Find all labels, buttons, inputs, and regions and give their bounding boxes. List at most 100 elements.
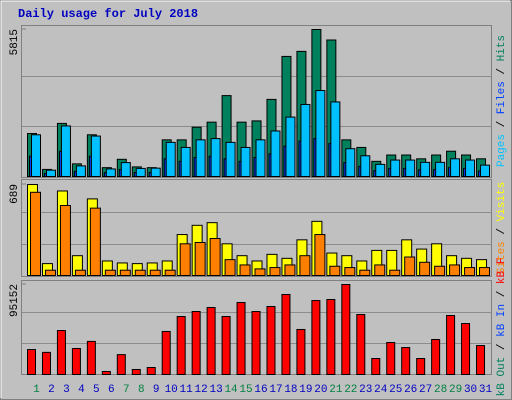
bar: [194, 241, 206, 276]
bar: [44, 269, 56, 276]
bar: [435, 161, 446, 177]
bar: [209, 238, 221, 277]
bar: [41, 351, 51, 376]
x-tick-label: 20: [314, 384, 327, 396]
x-tick-label: 13: [209, 384, 222, 396]
bar: [146, 367, 156, 375]
bar: [210, 138, 221, 177]
bar: [101, 370, 111, 376]
bar: [179, 243, 191, 276]
x-tick-label: 16: [254, 384, 267, 396]
x-tick-label: 12: [195, 384, 208, 396]
bar: [221, 316, 231, 375]
x-tick-label: 24: [374, 384, 388, 396]
legend-separator: /: [496, 61, 508, 81]
x-tick-label: 25: [389, 384, 402, 396]
bar: [371, 358, 381, 375]
x-tick-label: 15: [239, 384, 252, 396]
bar: [75, 165, 86, 177]
bar: [401, 347, 411, 375]
bar: [270, 130, 281, 178]
x-tick-label: 9: [153, 384, 160, 396]
bar: [416, 358, 426, 375]
x-tick-label: 27: [419, 384, 432, 396]
bar: [134, 269, 146, 276]
legend: Sites / Visits: [496, 182, 508, 274]
bar: [326, 298, 336, 375]
bar: [104, 269, 116, 276]
bar: [375, 163, 386, 177]
x-tick-label: 19: [299, 384, 312, 396]
bar: [386, 342, 396, 375]
bar: [225, 141, 236, 177]
bar: [266, 305, 276, 375]
bar: [389, 269, 401, 276]
chart-title: Daily usage for July 2018: [18, 7, 198, 21]
legend-entry: kB In: [496, 304, 508, 337]
x-tick-label: 2: [48, 384, 55, 396]
x-tick-label: 10: [165, 384, 178, 396]
bar: [465, 159, 476, 178]
x-tick-label: 17: [269, 384, 282, 396]
legend-separator: /: [496, 114, 508, 134]
x-tick-label: 26: [404, 384, 417, 396]
bar: [165, 141, 176, 177]
bar: [329, 265, 341, 277]
x-tick-label: 4: [78, 384, 85, 396]
bar: [45, 169, 56, 177]
x-tick-label: 18: [284, 384, 297, 396]
bar: [116, 354, 126, 376]
bar: [149, 269, 161, 276]
bar: [281, 293, 291, 375]
y-tick-label: 689: [9, 184, 21, 204]
bar: [296, 328, 306, 375]
bar: [176, 316, 186, 375]
bar: [300, 103, 311, 177]
bar: [119, 269, 131, 276]
legend-separator: /: [496, 337, 508, 357]
x-tick-label: 7: [123, 384, 130, 396]
bar: [314, 234, 326, 277]
x-tick-label: 28: [434, 384, 447, 396]
bar: [239, 264, 251, 276]
x-tick-label: 1: [33, 384, 40, 396]
bar: [285, 116, 296, 177]
bar: [464, 267, 476, 276]
legend-separator: /: [496, 221, 508, 241]
bar: [161, 330, 171, 375]
bar: [131, 368, 141, 376]
bar: [240, 146, 251, 178]
bar: [420, 161, 431, 177]
bar: [356, 314, 366, 375]
x-tick-label: 14: [224, 384, 238, 396]
bar: [59, 205, 71, 276]
x-tick-label: 21: [329, 384, 343, 396]
bar: [404, 256, 416, 276]
bar: [461, 323, 471, 375]
bar: [254, 268, 266, 277]
legend-entry: Files: [496, 81, 508, 114]
bar: [315, 90, 326, 177]
legend-entry: Pages: [496, 134, 508, 167]
x-tick-label: 23: [359, 384, 372, 396]
legend: kB Out / kB In / kB F: [496, 258, 508, 397]
bar: [71, 347, 81, 375]
bar: [359, 269, 371, 276]
bar: [206, 307, 216, 375]
legend-entry: Visits: [496, 182, 508, 222]
bar: [86, 340, 96, 376]
bar: [236, 302, 246, 375]
legend-entry: kB Out: [496, 357, 508, 397]
bar: [269, 267, 281, 276]
bar: [31, 134, 41, 178]
bar: [164, 269, 176, 276]
x-tick-label: 5: [93, 384, 100, 396]
bar: [390, 159, 401, 178]
bar: [374, 264, 386, 276]
bar: [434, 265, 446, 277]
legend-entry: Hits: [496, 35, 508, 61]
bar: [251, 311, 261, 375]
bar: [311, 300, 321, 376]
